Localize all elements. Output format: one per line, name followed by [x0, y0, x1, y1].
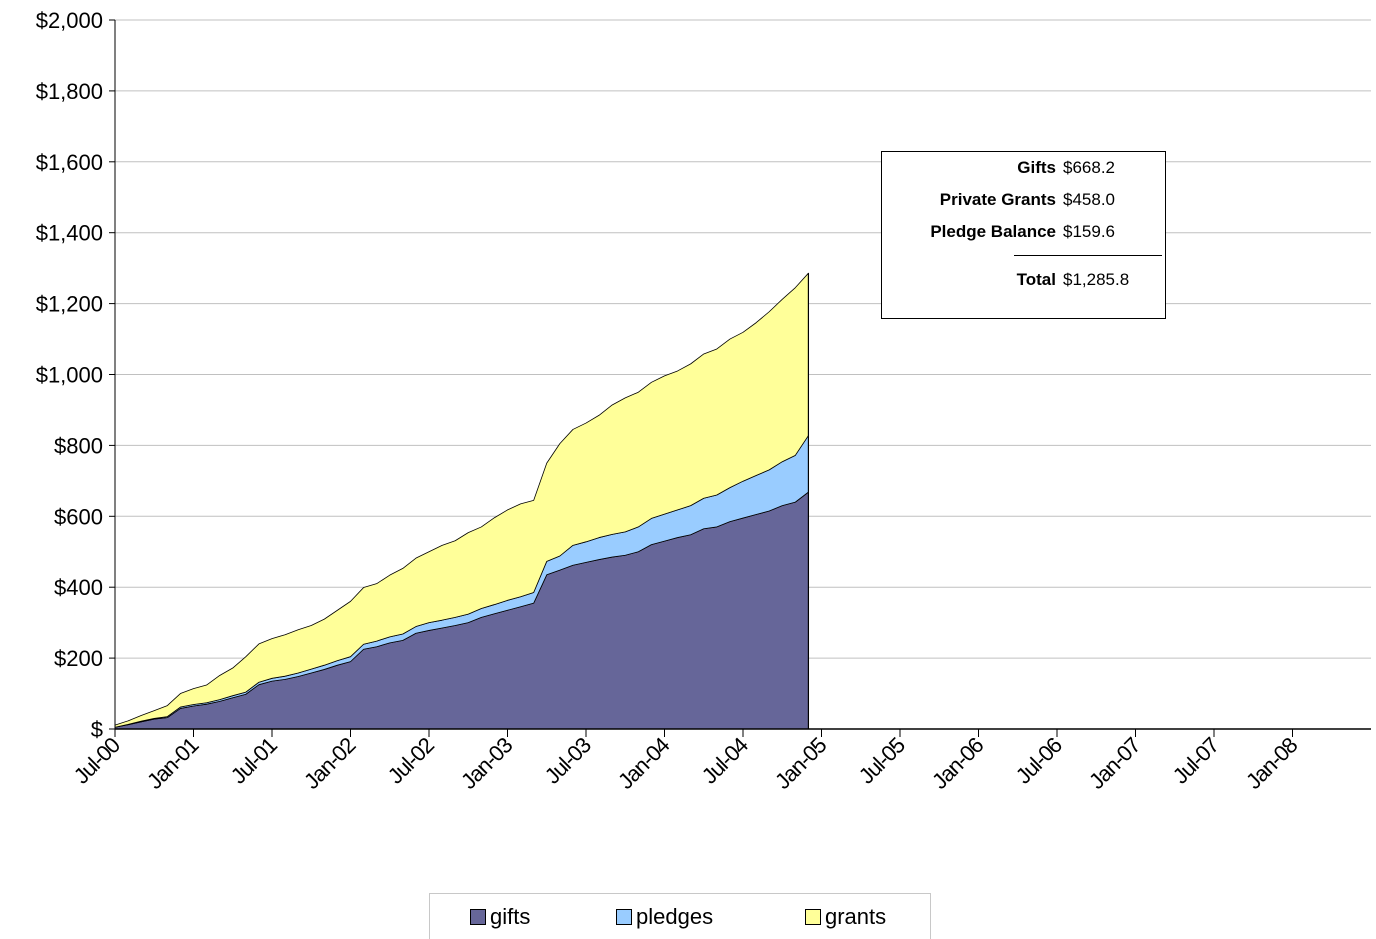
legend: gifts pledges grants	[429, 893, 931, 939]
x-axis-tick-labels: Jul-00 Jan-01 Jul-01 Jan-02 Jul-02 Jan-03 Jul-…	[69, 732, 1303, 794]
summary-divider	[1014, 255, 1162, 256]
summary-label: Private Grants	[939, 190, 1056, 209]
x-tick-label: Jan-08	[1241, 732, 1303, 794]
summary-value: $159.6	[1063, 222, 1115, 241]
legend-swatch	[470, 909, 486, 925]
legend-item-gifts: gifts	[470, 904, 530, 930]
x-tick-label: Jul-01	[226, 732, 282, 788]
y-tick-label: $800	[54, 433, 103, 458]
plot-areas	[114, 272, 810, 730]
legend-item-grants: grants	[805, 904, 886, 930]
y-tick-label: $1,400	[36, 221, 103, 246]
y-tick-label: $600	[54, 504, 103, 529]
x-tick-label: Jan-02	[299, 732, 361, 794]
legend-label: grants	[825, 904, 887, 929]
summary-label: Gifts	[1017, 158, 1056, 177]
summary-row-private-grants: Private Grants $458.0	[882, 190, 1167, 218]
legend-item-pledges: pledges	[616, 904, 713, 930]
y-tick-label: $200	[54, 646, 103, 671]
x-tick-label: Jul-05	[854, 732, 910, 788]
y-tick-label: $1,000	[36, 363, 103, 388]
y-tick-label: $2,000	[36, 8, 103, 33]
summary-row-total: Total $1,285.8	[882, 270, 1167, 298]
x-tick-label: Jan-04	[613, 732, 675, 794]
x-tick-label: Jul-04	[697, 732, 753, 788]
y-tick-label: $1,200	[36, 292, 103, 317]
summary-row-pledge-balance: Pledge Balance $159.6	[882, 222, 1167, 250]
x-tick-label: Jan-01	[142, 732, 204, 794]
y-tick-label: $1,600	[36, 150, 103, 175]
x-tick-label: Jul-07	[1168, 732, 1224, 788]
legend-label: pledges	[636, 904, 714, 929]
legend-swatch	[616, 909, 632, 925]
y-tick-label: $1,800	[36, 79, 103, 104]
x-tick-label: Jul-02	[383, 732, 439, 788]
x-tick-label: Jan-05	[770, 732, 832, 794]
summary-total-value: $1,285.8	[1063, 270, 1130, 289]
summary-value: $668.2	[1063, 158, 1115, 177]
x-tick-label: Jan-07	[1084, 732, 1146, 794]
y-tick-label: $	[91, 717, 103, 742]
x-tick-label: Jan-06	[927, 732, 989, 794]
axes	[109, 19, 1371, 737]
summary-label: Pledge Balance	[930, 222, 1056, 241]
legend-label: gifts	[490, 904, 531, 929]
y-tick-label: $400	[54, 575, 103, 600]
y-axis-tick-labels: $ $200 $400 $600 $800 $1,000 $1,200 $1,400 $1,60…	[36, 8, 103, 742]
x-tick-label: Jan-03	[456, 732, 518, 794]
summary-row-gifts: Gifts $668.2	[882, 158, 1167, 186]
summary-value: $458.0	[1063, 190, 1115, 209]
summary-total-label: Total	[1016, 270, 1056, 289]
summary-box: Gifts $668.2 Private Grants $458.0 Pledg…	[881, 151, 1166, 319]
x-tick-label: Jul-03	[540, 732, 596, 788]
legend-swatch	[805, 909, 821, 925]
x-tick-label: Jul-06	[1011, 732, 1067, 788]
